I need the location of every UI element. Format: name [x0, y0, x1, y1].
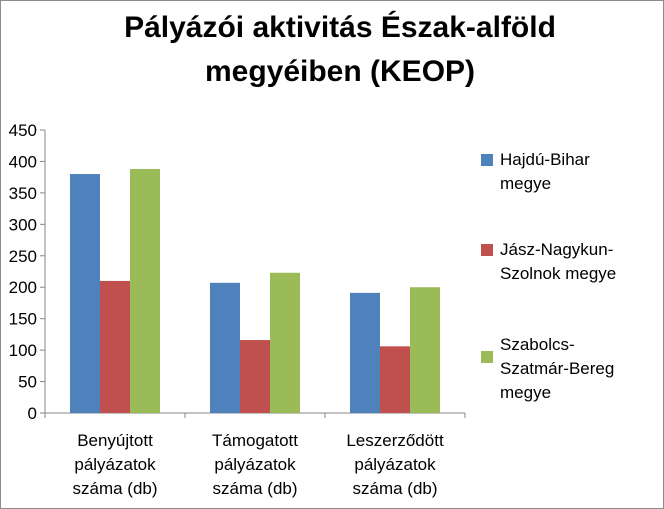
legend-label: Szolnok megye: [500, 264, 616, 283]
y-tick-label: 350: [9, 184, 37, 203]
chart-title-line-1: Pályázói aktivitás Észak-alföld: [124, 11, 556, 44]
legend-swatch: [481, 244, 493, 256]
legend-swatch: [481, 351, 493, 363]
y-tick-label: 250: [9, 247, 37, 266]
bar: [270, 272, 300, 413]
bar: [380, 346, 410, 413]
y-tick-label: 50: [18, 373, 37, 392]
bar: [100, 280, 130, 413]
bar: [210, 282, 240, 413]
x-category-label: száma (db): [352, 479, 437, 498]
y-tick-label: 150: [9, 310, 37, 329]
bar: [70, 174, 100, 413]
y-tick-label: 300: [9, 215, 37, 234]
chart-title-line-2: megyéiben (KEOP): [204, 55, 476, 88]
legend-label: Jász-Nagykun-: [500, 240, 613, 259]
bar: [410, 287, 440, 413]
x-category-label: pályázatok: [354, 455, 436, 474]
chart-title: Pályázói aktivitás Észak-alföld megyéibe…: [40, 6, 640, 94]
x-category-label: pályázatok: [74, 455, 156, 474]
legend-label: megye: [500, 383, 551, 402]
bar: [240, 340, 270, 413]
y-tick-label: 450: [9, 121, 37, 140]
x-category-label: pályázatok: [214, 455, 296, 474]
legend-label: Hajdú-Bihar: [500, 150, 590, 169]
y-tick-label: 100: [9, 341, 37, 360]
bar: [350, 292, 380, 413]
x-category-label: Benyújtott: [77, 431, 153, 450]
bar: [130, 168, 160, 413]
y-tick-label: 400: [9, 152, 37, 171]
legend-label: megye: [500, 174, 551, 193]
y-tick-label: 0: [28, 404, 37, 423]
legend-swatch: [481, 154, 493, 166]
legend-label: Szatmár-Bereg: [500, 359, 614, 378]
x-category-label: Támogatott: [212, 431, 298, 450]
legend-label: Szabolcs-: [500, 335, 575, 354]
x-category-label: Leszerződött: [346, 431, 444, 450]
x-category-label: száma (db): [212, 479, 297, 498]
y-tick-label: 200: [9, 278, 37, 297]
x-category-label: száma (db): [72, 479, 157, 498]
